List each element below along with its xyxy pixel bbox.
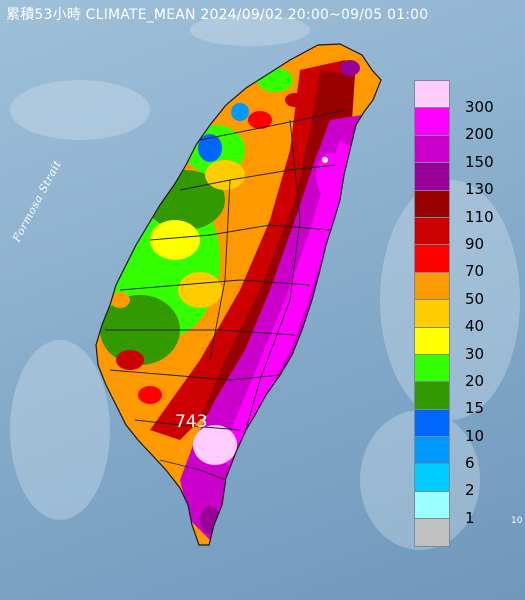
legend-item: 20 bbox=[414, 353, 484, 390]
legend-swatch bbox=[414, 353, 450, 383]
legend-item: 15 bbox=[414, 381, 484, 417]
legend-swatch bbox=[414, 381, 450, 410]
legend-item: 130 bbox=[414, 162, 494, 198]
legend-value: 20 bbox=[465, 371, 485, 390]
legend-value: 1 bbox=[465, 508, 475, 527]
legend-swatch bbox=[414, 490, 450, 520]
legend-value: 110 bbox=[465, 207, 494, 226]
legend-swatch bbox=[414, 134, 450, 164]
legend-value: 6 bbox=[465, 454, 475, 473]
peak-rainfall-label: 743 bbox=[175, 412, 208, 432]
legend-item: 10 bbox=[414, 408, 484, 445]
legend-value: 10 bbox=[465, 426, 485, 445]
legend-item: 70 bbox=[414, 244, 484, 280]
legend-swatch bbox=[414, 189, 450, 218]
taiwan-coastline bbox=[95, 43, 382, 546]
legend-item: 30 bbox=[414, 326, 484, 363]
legend-value: 90 bbox=[465, 234, 485, 253]
legend-swatch bbox=[414, 408, 450, 438]
legend-value: 30 bbox=[465, 344, 485, 363]
legend-value: 40 bbox=[465, 317, 485, 336]
edge-label: 10 bbox=[511, 516, 523, 526]
legend-swatch bbox=[414, 162, 450, 191]
legend-item: 50 bbox=[414, 271, 484, 308]
legend-swatch bbox=[414, 518, 450, 547]
legend-item: 300 bbox=[414, 80, 494, 116]
legend-item bbox=[414, 518, 450, 547]
legend-swatch bbox=[414, 80, 450, 109]
legend-value: 70 bbox=[465, 262, 485, 281]
legend-item: 150 bbox=[414, 134, 494, 171]
legend-item: 40 bbox=[414, 299, 484, 335]
county-boundaries bbox=[105, 109, 346, 481]
rainfall-legend: 300 200 150 130 110 90 70 50 40 30 20 15 10 6 2 1 bbox=[414, 80, 494, 547]
legend-swatch bbox=[414, 436, 450, 465]
legend-value: 200 bbox=[465, 125, 494, 144]
legend-value: 130 bbox=[465, 180, 494, 199]
legend-item: 2 bbox=[414, 463, 475, 499]
legend-item: 200 bbox=[414, 107, 494, 143]
legend-value: 50 bbox=[465, 289, 485, 308]
legend-value: 15 bbox=[465, 399, 485, 418]
legend-swatch bbox=[414, 244, 450, 273]
legend-swatch bbox=[414, 216, 450, 246]
legend-item: 6 bbox=[414, 436, 475, 472]
legend-swatch bbox=[414, 107, 450, 136]
legend-swatch bbox=[414, 299, 450, 328]
legend-value: 150 bbox=[465, 152, 494, 171]
map-title: 累積53小時 CLIMATE_MEAN 2024/09/02 20:00~09/… bbox=[6, 7, 429, 23]
legend-swatch bbox=[414, 326, 450, 355]
legend-swatch bbox=[414, 271, 450, 301]
legend-value: 2 bbox=[465, 481, 475, 500]
legend-swatch bbox=[414, 463, 450, 492]
legend-item: 90 bbox=[414, 216, 484, 253]
legend-item: 110 bbox=[414, 189, 494, 226]
legend-item: 1 bbox=[414, 490, 475, 527]
legend-value: 300 bbox=[465, 98, 494, 116]
